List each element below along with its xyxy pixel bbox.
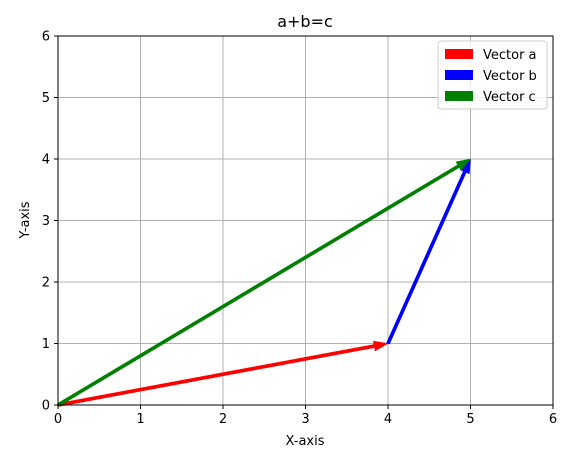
y-tick-label: 3: [42, 214, 50, 229]
x-tick-label: 2: [219, 412, 227, 427]
y-axis-label: Y-axis: [18, 201, 33, 239]
vector-a-arrow: [57, 340, 389, 407]
y-tick-label: 6: [42, 30, 50, 45]
y-tick-label: 0: [42, 399, 50, 414]
vector-a-legend-label: Vector a: [483, 48, 537, 63]
x-axis-label: X-axis: [286, 434, 325, 449]
vector-b-legend-label: Vector b: [483, 69, 537, 84]
chart-title: a+b=c: [277, 12, 333, 31]
x-tick-label: 4: [384, 412, 392, 427]
vector-a-legend-swatch: [445, 49, 473, 59]
y-tick-label: 4: [42, 153, 50, 168]
vectors: [56, 158, 472, 407]
legend: Vector a Vector b Vector c: [437, 40, 548, 110]
x-tick-label: 3: [301, 412, 309, 427]
x-tick-label: 6: [549, 412, 557, 427]
y-tick-label: 2: [42, 276, 50, 291]
vector-b-legend-swatch: [445, 70, 473, 80]
y-tick-label: 1: [42, 337, 50, 352]
y-tick-label: 5: [42, 91, 50, 106]
vector-c-legend-swatch: [445, 91, 473, 101]
x-tick-label: 1: [136, 412, 144, 427]
x-tick-label: 5: [466, 412, 474, 427]
x-tick-label: 0: [54, 412, 62, 427]
vector-c-arrow: [56, 158, 472, 407]
ticks: 0 1 2 3 4 5 6 0 1 2 3 4 5 6: [42, 30, 557, 428]
vector-c-legend-label: Vector c: [483, 90, 536, 105]
